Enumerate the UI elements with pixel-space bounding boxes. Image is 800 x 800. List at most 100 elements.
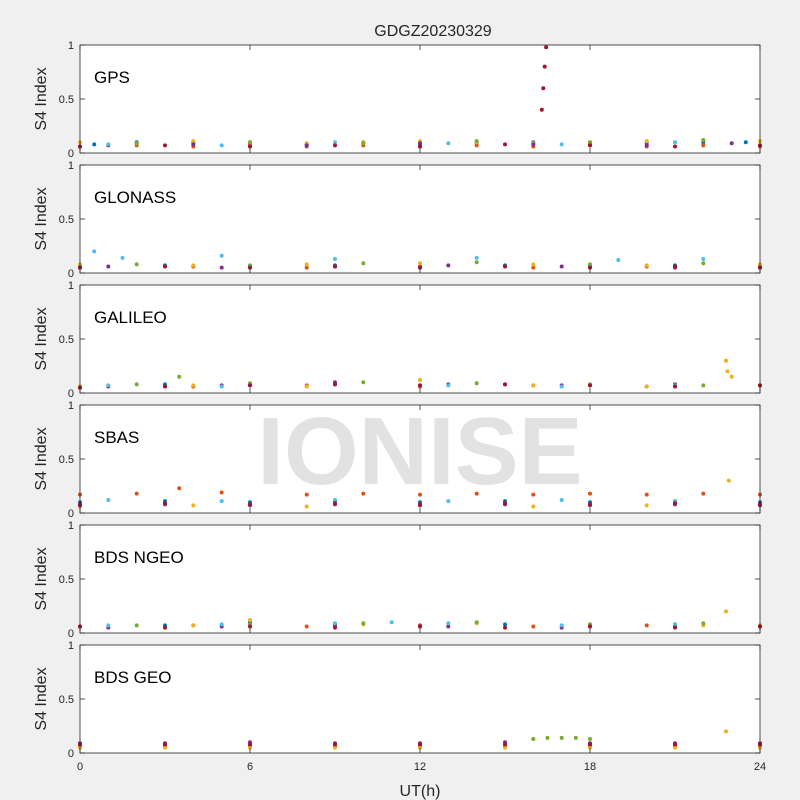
data-point bbox=[163, 384, 167, 389]
data-point bbox=[361, 621, 366, 626]
panel-label: GLONASS bbox=[94, 188, 176, 207]
data-point bbox=[361, 261, 366, 266]
data-point bbox=[418, 745, 422, 750]
series-4 bbox=[134, 260, 706, 268]
data-point bbox=[333, 140, 337, 145]
data-point bbox=[644, 623, 649, 628]
y-tick-label: 1 bbox=[68, 640, 74, 652]
data-point bbox=[559, 735, 564, 740]
data-point bbox=[92, 249, 97, 254]
data-point bbox=[503, 622, 507, 627]
data-point bbox=[191, 623, 196, 628]
data-point bbox=[446, 383, 451, 388]
y-tick-label: 1 bbox=[68, 160, 74, 172]
data-point bbox=[559, 384, 564, 389]
data-point bbox=[701, 261, 706, 266]
data-point bbox=[673, 622, 677, 627]
data-point bbox=[106, 142, 111, 147]
data-point bbox=[177, 374, 182, 379]
data-point bbox=[248, 618, 252, 622]
data-point bbox=[701, 138, 706, 142]
y-tick-label: 0.5 bbox=[59, 334, 74, 346]
data-point bbox=[531, 492, 536, 497]
series-5 bbox=[78, 742, 762, 747]
data-point bbox=[503, 625, 507, 630]
data-point bbox=[644, 139, 649, 144]
data-point bbox=[163, 745, 167, 750]
data-point bbox=[531, 504, 536, 509]
data-point bbox=[446, 624, 451, 629]
data-point bbox=[588, 742, 592, 747]
x-tick-label: 12 bbox=[414, 761, 426, 773]
plot-area bbox=[80, 165, 760, 273]
data-point bbox=[559, 498, 564, 502]
data-point bbox=[333, 745, 337, 750]
plot-area bbox=[80, 285, 760, 393]
data-point bbox=[673, 140, 677, 145]
y-tick-label: 1 bbox=[68, 520, 74, 532]
data-point bbox=[503, 264, 507, 269]
y-axis-label: S4 Index bbox=[33, 427, 50, 490]
panel-label: GPS bbox=[94, 68, 130, 87]
data-point bbox=[418, 265, 422, 270]
panel-2: 0 0.5 1 GALILEO S4 Index bbox=[33, 280, 762, 400]
data-point bbox=[219, 490, 224, 495]
panels: 0 0.5 1 GPS S4 Index 0 0.5 1 GLONASS S4 Index 0 0.5… bbox=[33, 40, 766, 773]
data-point bbox=[418, 261, 422, 266]
data-point bbox=[333, 143, 337, 148]
y-tick-label: 0 bbox=[68, 748, 74, 760]
data-point bbox=[545, 735, 550, 740]
data-point bbox=[134, 262, 139, 267]
data-point bbox=[333, 498, 337, 502]
data-point bbox=[219, 253, 224, 258]
y-tick-label: 0 bbox=[68, 388, 74, 400]
data-point bbox=[92, 142, 97, 147]
plot-area bbox=[80, 45, 760, 153]
data-point bbox=[248, 265, 252, 270]
y-tick-label: 0 bbox=[68, 268, 74, 280]
y-tick-label: 0.5 bbox=[59, 94, 74, 106]
data-point bbox=[389, 620, 394, 625]
data-point bbox=[701, 143, 706, 148]
data-point bbox=[474, 620, 479, 625]
data-point bbox=[163, 742, 167, 747]
data-point bbox=[446, 499, 451, 504]
y-axis-label: S4 Index bbox=[33, 307, 50, 370]
data-point bbox=[616, 258, 621, 262]
series-5 bbox=[106, 620, 677, 628]
y-tick-label: 0.5 bbox=[59, 574, 74, 586]
data-point bbox=[134, 491, 139, 496]
data-point bbox=[418, 502, 422, 507]
data-point bbox=[134, 623, 139, 628]
data-point bbox=[219, 384, 224, 389]
data-point bbox=[304, 624, 309, 629]
data-point bbox=[503, 382, 507, 387]
data-point bbox=[588, 502, 592, 507]
data-point bbox=[361, 491, 366, 496]
x-tick-label: 0 bbox=[77, 761, 83, 773]
data-point bbox=[724, 609, 728, 614]
data-point bbox=[531, 383, 536, 388]
data-point bbox=[418, 624, 422, 629]
data-point bbox=[191, 142, 196, 147]
data-point bbox=[304, 492, 309, 497]
y-axis-label: S4 Index bbox=[33, 187, 50, 250]
panel-label: GALILEO bbox=[94, 308, 167, 327]
data-point bbox=[418, 383, 422, 388]
data-point bbox=[673, 745, 677, 750]
data-point bbox=[333, 621, 337, 626]
data-point bbox=[120, 255, 125, 260]
data-point bbox=[418, 492, 422, 497]
y-axis-label: S4 Index bbox=[33, 667, 50, 730]
series-2 bbox=[78, 261, 762, 268]
series-5 bbox=[78, 501, 762, 507]
x-tick-label: 6 bbox=[247, 761, 253, 773]
data-point bbox=[542, 64, 547, 69]
data-point bbox=[191, 503, 196, 508]
data-point bbox=[724, 358, 728, 363]
data-point bbox=[304, 262, 309, 267]
data-point bbox=[248, 742, 252, 747]
data-point bbox=[134, 382, 139, 387]
data-point bbox=[503, 742, 507, 747]
data-point bbox=[418, 141, 422, 146]
